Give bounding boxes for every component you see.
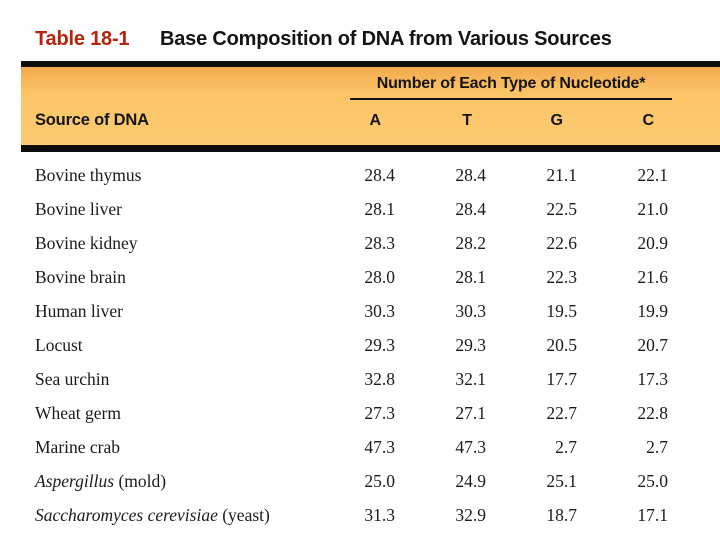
- row-source-label: Locust: [21, 335, 304, 356]
- column-header-c: C: [642, 112, 654, 129]
- value-g: 22.3: [546, 266, 577, 287]
- table-row: Marine crab 47.3 47.3 2.7 2.7: [21, 430, 720, 464]
- row-source-label: Saccharomyces cerevisiae (yeast): [21, 505, 304, 526]
- source-text: (yeast): [217, 504, 270, 525]
- source-text: Human liver: [35, 300, 123, 321]
- value-t: 28.4: [455, 164, 486, 185]
- source-text: Bovine brain: [35, 266, 126, 287]
- row-source-label: Bovine thymus: [21, 165, 304, 186]
- table-row: Wheat germ 27.3 27.1 22.7 22.8: [21, 396, 720, 430]
- table-row: Sea urchin 32.8 32.1 17.7 17.3: [21, 362, 720, 396]
- value-c: 17.3: [637, 368, 668, 389]
- source-text: Bovine thymus: [35, 164, 142, 185]
- value-c: 25.0: [637, 470, 668, 491]
- mid-rule: [21, 145, 720, 152]
- value-g: 21.1: [546, 164, 577, 185]
- column-header-g: G: [550, 112, 563, 129]
- value-t: 47.3: [455, 436, 486, 457]
- table-row: Bovine liver 28.1 28.4 22.5 21.0: [21, 192, 720, 226]
- value-a: 28.3: [364, 232, 395, 253]
- genus-italic: Saccharomyces cerevisiae: [35, 504, 218, 525]
- source-text: Locust: [35, 334, 83, 355]
- value-g: 19.5: [546, 300, 577, 321]
- top-rule: [21, 61, 720, 67]
- column-header-t: T: [462, 112, 472, 129]
- value-t: 28.1: [455, 266, 486, 287]
- genus-italic: Aspergillus: [35, 470, 115, 491]
- table-body: Bovine thymus 28.4 28.4 21.1 22.1 Bovine…: [21, 158, 720, 532]
- value-g: 22.6: [546, 232, 577, 253]
- value-t: 32.9: [455, 504, 486, 525]
- table-number-label: Table 18-1: [35, 28, 130, 50]
- row-source-label: Bovine kidney: [21, 233, 304, 254]
- source-text: (mold): [114, 470, 167, 491]
- nucleotide-group-label: Number of Each Type of Nucleotide*: [376, 75, 646, 92]
- source-of-dna-label: Source of DNA: [35, 111, 149, 129]
- value-a: 28.4: [364, 164, 395, 185]
- value-g: 22.5: [546, 198, 577, 219]
- value-t: 32.1: [455, 368, 486, 389]
- value-c: 20.9: [637, 232, 668, 253]
- value-c: 2.7: [646, 436, 668, 457]
- value-g: 18.7: [546, 504, 577, 525]
- value-a: 29.3: [364, 334, 395, 355]
- value-t: 28.2: [455, 232, 486, 253]
- value-c: 22.8: [637, 402, 668, 423]
- value-a: 27.3: [364, 402, 395, 423]
- value-g: 2.7: [555, 436, 577, 457]
- value-c: 19.9: [637, 300, 668, 321]
- value-a: 32.8: [364, 368, 395, 389]
- value-a: 31.3: [364, 504, 395, 525]
- value-t: 28.4: [455, 198, 486, 219]
- value-t: 30.3: [455, 300, 486, 321]
- table-row: Saccharomyces cerevisiae (yeast) 31.3 32…: [21, 498, 720, 532]
- row-source-label: Bovine brain: [21, 267, 304, 288]
- table-title-text: Base Composition of DNA from Various Sou…: [160, 28, 612, 50]
- source-text: Marine crab: [35, 436, 121, 457]
- source-text: Bovine liver: [35, 198, 122, 219]
- value-c: 20.7: [637, 334, 668, 355]
- source-text: Wheat germ: [35, 402, 121, 423]
- table-row: Bovine thymus 28.4 28.4 21.1 22.1: [21, 158, 720, 192]
- table-title: Table 18-1 Base Composition of DNA from V…: [35, 28, 612, 51]
- value-c: 21.0: [637, 198, 668, 219]
- row-source-label: Bovine liver: [21, 199, 304, 220]
- column-header-a: A: [369, 112, 381, 129]
- row-source-label: Human liver: [21, 301, 304, 322]
- row-source-label: Wheat germ: [21, 403, 304, 424]
- value-c: 22.1: [637, 164, 668, 185]
- value-g: 25.1: [546, 470, 577, 491]
- table-row: Human liver 30.3 30.3 19.5 19.9: [21, 294, 720, 328]
- value-t: 29.3: [455, 334, 486, 355]
- header-band: Number of Each Type of Nucleotide* Sourc…: [21, 67, 720, 145]
- value-a: 28.1: [364, 198, 395, 219]
- value-a: 28.0: [364, 266, 395, 287]
- value-g: 17.7: [546, 368, 577, 389]
- row-source-label: Marine crab: [21, 437, 304, 458]
- source-text: Bovine kidney: [35, 232, 138, 253]
- value-a: 25.0: [364, 470, 395, 491]
- source-text: Sea urchin: [35, 368, 110, 389]
- value-a: 47.3: [364, 436, 395, 457]
- value-c: 17.1: [637, 504, 668, 525]
- table-row: Bovine kidney 28.3 28.2 22.6 20.9: [21, 226, 720, 260]
- value-t: 27.1: [455, 402, 486, 423]
- value-a: 30.3: [364, 300, 395, 321]
- value-t: 24.9: [455, 470, 486, 491]
- value-c: 21.6: [637, 266, 668, 287]
- row-source-label: Aspergillus (mold): [21, 471, 304, 492]
- row-source-label: Sea urchin: [21, 369, 304, 390]
- column-header-row: Source of DNA A T G C: [21, 111, 720, 130]
- table-row: Locust 29.3 29.3 20.5 20.7: [21, 328, 720, 362]
- table-row: Bovine brain 28.0 28.1 22.3 21.6: [21, 260, 720, 294]
- value-g: 20.5: [546, 334, 577, 355]
- table-row: Aspergillus (mold) 25.0 24.9 25.1 25.0: [21, 464, 720, 498]
- nucleotide-group-header: Number of Each Type of Nucleotide*: [350, 75, 672, 100]
- value-g: 22.7: [546, 402, 577, 423]
